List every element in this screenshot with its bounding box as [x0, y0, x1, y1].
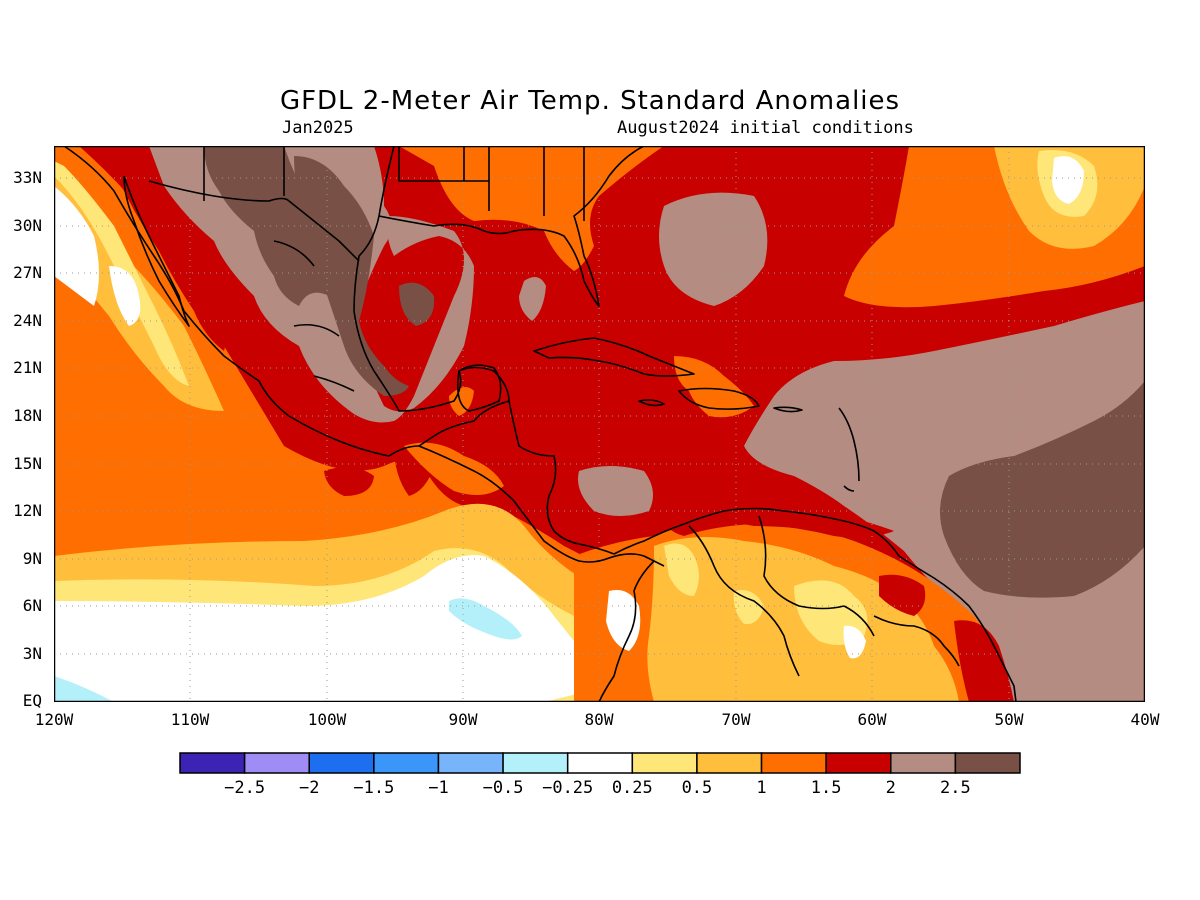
lon-tick-label: 40W [1130, 710, 1160, 729]
anomaly-map [54, 146, 1145, 702]
lon-tick-label: 110W [170, 710, 210, 729]
legend-label: 2 [885, 778, 896, 798]
south-america-pacific-coastline [598, 560, 655, 702]
color-legend [179, 752, 1021, 774]
legend-label: −1.5 [353, 778, 395, 798]
anomaly-field-1p5-2 [104, 146, 226, 351]
legend-label: 0.5 [681, 778, 713, 798]
map-title: GFDL 2-Meter Air Temp. Standard Anomalie… [279, 86, 901, 116]
anomaly-field-2-2p5 [519, 277, 546, 321]
legend-swatch [308, 752, 375, 774]
legend-label: −0.5 [482, 778, 524, 798]
lat-tick-label: 27N [13, 263, 42, 282]
lat-tick-label: 9N [22, 549, 42, 568]
anomaly-field-neg-0p25-0 [54, 676, 114, 702]
init-conditions-label: August2024 initial conditions [617, 118, 914, 138]
lat-tick-label: 33N [13, 168, 42, 187]
legend-swatch [696, 752, 763, 774]
lon-tick-label: 100W [307, 710, 347, 729]
anomaly-field-1-1p5 [404, 442, 504, 495]
cuba-coastline [533, 337, 695, 377]
anomaly-field-1-1p5 [399, 146, 664, 271]
anomaly-field-1p5-2 [879, 574, 926, 616]
anomaly-field-below-0p25 [1052, 156, 1084, 204]
legend-swatch [179, 752, 246, 774]
anomaly-field-1-1p5 [674, 356, 754, 418]
anomaly-field-1-1p5 [896, 238, 929, 259]
lon-tick-label: 90W [448, 710, 478, 729]
south-america-interior-borders [688, 515, 960, 677]
legend-label: −1 [428, 778, 449, 798]
anomaly-field-above-2p5 [399, 282, 435, 326]
mexico-state-lines [273, 240, 355, 392]
legend-label: 2.5 [940, 778, 971, 798]
anomaly-field-1p5-2 [269, 343, 354, 420]
anomaly-field-1p5-2 [954, 620, 1014, 702]
anomaly-field-1p5-2 [324, 467, 374, 496]
lon-tick-label: 70W [721, 710, 751, 729]
legend-swatch [825, 752, 892, 774]
legend-swatch [437, 752, 504, 774]
lat-tick-label: 18N [13, 406, 42, 425]
anomaly-field-below-0p25 [109, 266, 141, 326]
lon-tick-label: 50W [994, 710, 1024, 729]
anomaly-field-above-2p5 [294, 156, 409, 396]
legend-label: 0.25 [611, 778, 653, 798]
legend-swatch [954, 752, 1021, 774]
mexico-pacific-coastline [63, 146, 420, 457]
anomaly-field-2-2p5 [659, 192, 768, 306]
legend-swatch [502, 752, 569, 774]
central-america-coastline [418, 445, 665, 567]
lat-tick-label: 15N [13, 454, 42, 473]
legend-swatch [760, 752, 827, 774]
map-frame [54, 146, 1145, 702]
lat-tick-label: 3N [22, 644, 42, 663]
lat-tick-label: 21N [13, 358, 42, 377]
baja-california-coastline [123, 175, 190, 327]
legend-label: −2 [298, 778, 320, 798]
lon-tick-label: 120W [34, 710, 74, 729]
anomaly-field-2-2p5 [578, 466, 653, 516]
lat-tick-label: 6N [22, 596, 42, 615]
us-state-lines [203, 146, 585, 221]
legend-swatch [373, 752, 440, 774]
anomaly-field-neg-0p25-0 [449, 598, 522, 640]
anomaly-field-below-0p25 [843, 625, 866, 659]
anomaly-field-0p25-0p5 [733, 590, 764, 625]
legend-label: 1 [756, 778, 767, 798]
yucatan-coastline [456, 364, 502, 412]
lat-tick-label: EQ [22, 691, 42, 710]
central-america-caribbean-coastline [508, 400, 615, 555]
lat-tick-label: 30N [13, 216, 42, 235]
anomaly-field-below-0p25 [54, 555, 594, 702]
legend-label: −2.5 [224, 778, 266, 798]
hispaniola-coastline [678, 387, 760, 410]
lat-tick-label: 24N [13, 311, 42, 330]
mexico-gulf-coastline [353, 146, 510, 447]
legend-swatch [566, 752, 634, 774]
puerto-rico-coastline [773, 406, 803, 413]
jamaica-coastline [638, 399, 665, 407]
legend-swatch [243, 752, 310, 774]
anomaly-field-below-0p25 [54, 186, 99, 306]
us-mexico-border [148, 180, 360, 262]
valid-month-label: Jan2025 [282, 118, 354, 138]
lesser-antilles-coastline [838, 407, 860, 492]
legend-swatch [631, 752, 698, 774]
lon-tick-label: 80W [584, 710, 614, 729]
anomaly-field-above-2p5 [940, 381, 1145, 598]
legend-swatch [890, 752, 957, 774]
anomaly-field-0p25-0p5 [664, 543, 699, 596]
legend-label: −0.25 [542, 778, 594, 798]
lon-tick-label: 60W [857, 710, 887, 729]
us-gulf-coastline [378, 146, 645, 307]
anomaly-field-1-1p5 [449, 387, 474, 416]
anomaly-field-below-0p25 [606, 590, 641, 651]
legend-label: 1.5 [810, 778, 842, 798]
lat-tick-label: 12N [13, 501, 42, 520]
coastlines-and-borders [63, 146, 1017, 702]
south-america-north-coastline [613, 507, 1017, 702]
